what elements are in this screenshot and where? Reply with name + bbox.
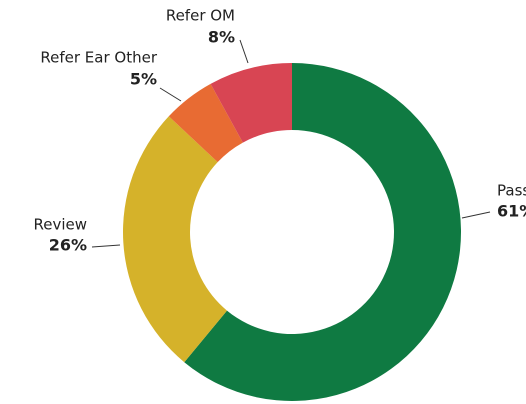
slice-value-label: 5%: [130, 70, 157, 89]
slice-value-label: 8%: [208, 28, 235, 47]
slice-label: Refer OM: [166, 7, 235, 25]
slice-value-label: 26%: [49, 236, 87, 255]
slice-label: Pass: [497, 182, 526, 200]
leader-line: [239, 39, 249, 64]
donut-slice: [122, 116, 227, 363]
leader-line: [461, 211, 491, 219]
leader-line: [159, 87, 182, 102]
leader-line: [91, 244, 121, 248]
donut-slice: [210, 63, 292, 143]
donut-slice: [184, 63, 462, 401]
slice-label: Refer Ear Other: [40, 49, 157, 67]
slice-label: Review: [33, 216, 87, 234]
donut-slice: [168, 83, 243, 163]
slice-value-label: 61%: [497, 202, 526, 221]
